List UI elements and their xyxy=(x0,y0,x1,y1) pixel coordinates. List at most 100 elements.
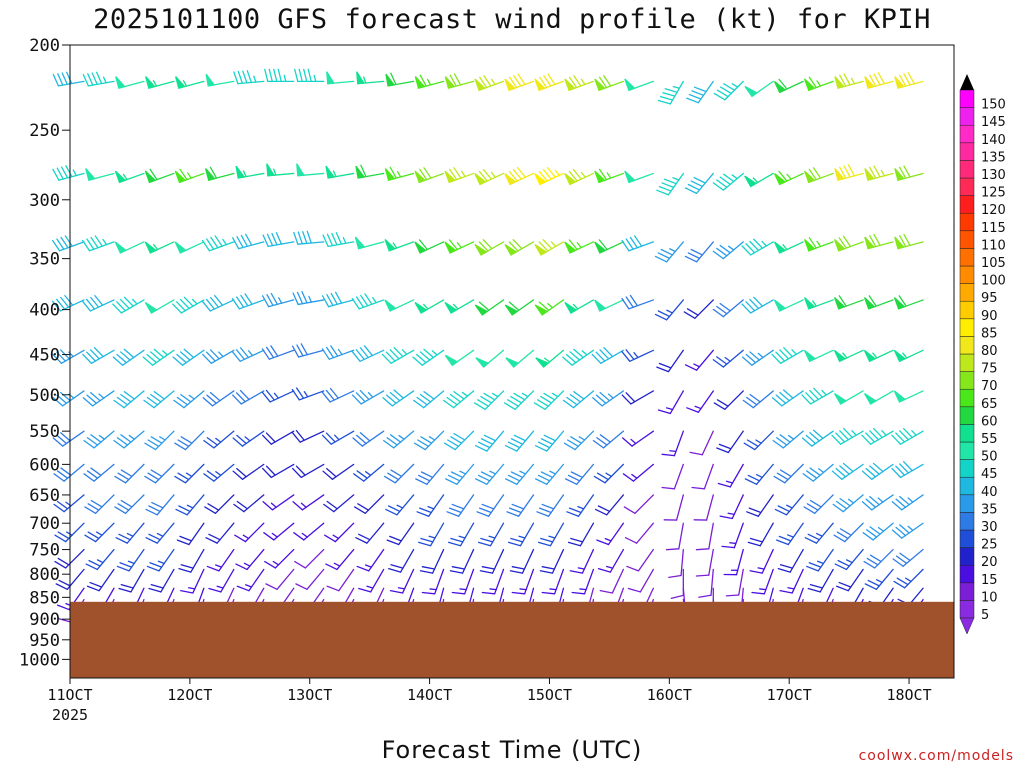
barb-flag xyxy=(807,533,820,541)
barb-flag xyxy=(87,73,94,86)
wind-barb xyxy=(205,73,235,87)
wind-barb xyxy=(537,522,565,547)
barb-flag xyxy=(207,503,220,511)
barb-half-flag xyxy=(334,434,340,441)
barb-half-flag xyxy=(875,579,883,584)
barb-half-flag xyxy=(905,577,912,583)
barb-flag xyxy=(116,437,129,446)
wind-barb xyxy=(481,568,505,595)
wind-barb xyxy=(81,235,115,252)
barb-pennant xyxy=(444,301,458,314)
x-tick-label: 17OCT xyxy=(767,686,812,704)
wind-barb xyxy=(475,349,505,368)
wind-barb xyxy=(52,390,85,407)
barb-flag xyxy=(517,73,526,86)
wind-barb xyxy=(597,548,625,573)
y-tick-label: 750 xyxy=(29,541,60,561)
wind-barb xyxy=(624,78,655,92)
wind-barb xyxy=(773,78,804,94)
wind-barb xyxy=(566,494,595,517)
wind-barb xyxy=(507,522,535,547)
wind-barb xyxy=(321,430,355,445)
barb-half-flag xyxy=(786,173,792,180)
barb-flag xyxy=(56,394,68,404)
barb-pennant xyxy=(414,241,427,254)
barb-flag xyxy=(569,393,582,403)
barb-flag xyxy=(419,393,432,403)
barb-flag xyxy=(205,298,215,310)
barb-half-flag xyxy=(544,357,551,363)
wind-barb xyxy=(503,390,535,410)
barb-flag xyxy=(265,583,278,590)
barb-flag xyxy=(624,537,638,544)
wind-barb xyxy=(356,71,385,85)
wind-barb xyxy=(235,165,265,179)
barb-flag xyxy=(865,529,878,538)
barb-flag xyxy=(208,587,222,593)
barb-pennant xyxy=(804,239,816,252)
barb-flag xyxy=(86,585,100,592)
barb-flag xyxy=(172,356,184,366)
barb-flag xyxy=(326,585,340,592)
barb-flag xyxy=(657,409,671,415)
wind-barb xyxy=(321,291,355,308)
barb-flag xyxy=(418,474,431,482)
barb-flag xyxy=(747,474,761,482)
wind-barb xyxy=(894,165,924,181)
barb-flag xyxy=(56,238,65,250)
barb-flag xyxy=(180,589,194,594)
wind-barb xyxy=(864,390,894,405)
barb-flag xyxy=(179,298,190,310)
barb-flag xyxy=(808,237,817,249)
wind-barb xyxy=(473,390,505,410)
wind-barb xyxy=(534,299,565,316)
barb-flag xyxy=(899,74,907,87)
wind-barb xyxy=(442,390,475,409)
barb-flag xyxy=(716,399,729,407)
barb-half-flag xyxy=(98,393,105,399)
barb-flag xyxy=(322,470,334,480)
wind-barb xyxy=(594,75,625,92)
barb-half-flag xyxy=(490,78,496,86)
barb-flag xyxy=(563,442,576,451)
barb-flag xyxy=(719,515,733,520)
barb-flag xyxy=(358,533,371,541)
colorbar-label: 100 xyxy=(981,274,1006,289)
barb-flag xyxy=(180,564,194,569)
barb-half-flag xyxy=(153,244,159,251)
barb-flag xyxy=(477,541,492,547)
barb-half-flag xyxy=(95,531,103,536)
colorbar-swatch xyxy=(959,336,975,355)
barb-half-flag xyxy=(786,504,793,509)
barb-half-flag xyxy=(672,85,680,89)
barb-flag xyxy=(88,559,101,567)
barb-half-flag xyxy=(787,434,795,440)
barb-half-flag xyxy=(755,439,762,444)
wind-barb xyxy=(505,463,535,485)
barb-half-flag xyxy=(272,560,280,566)
barb-flag xyxy=(60,391,71,402)
wind-barb xyxy=(174,241,205,254)
barb-flag xyxy=(562,399,575,409)
barb-flag xyxy=(453,73,462,86)
barb-half-flag xyxy=(242,170,247,178)
barb-flag xyxy=(505,445,518,452)
barb-pennant xyxy=(864,236,875,250)
barb-flag xyxy=(423,167,432,179)
barb-half-flag xyxy=(456,242,462,249)
barb-flag xyxy=(183,348,195,359)
barb-flag xyxy=(506,511,520,517)
colorbar-label: 70 xyxy=(981,379,998,394)
wind-barb xyxy=(804,297,834,310)
barb-flag xyxy=(873,233,881,247)
barb-pennant xyxy=(356,71,365,85)
barb-half-flag xyxy=(453,303,459,310)
barb-flag xyxy=(270,292,278,305)
barb-flag xyxy=(390,72,397,86)
plot-area xyxy=(51,44,955,679)
barb-pennant xyxy=(385,73,396,87)
barb-flag xyxy=(597,568,612,573)
y-tick-label: 800 xyxy=(29,565,60,585)
barb-flag xyxy=(621,239,630,252)
barb-flag xyxy=(482,239,493,250)
